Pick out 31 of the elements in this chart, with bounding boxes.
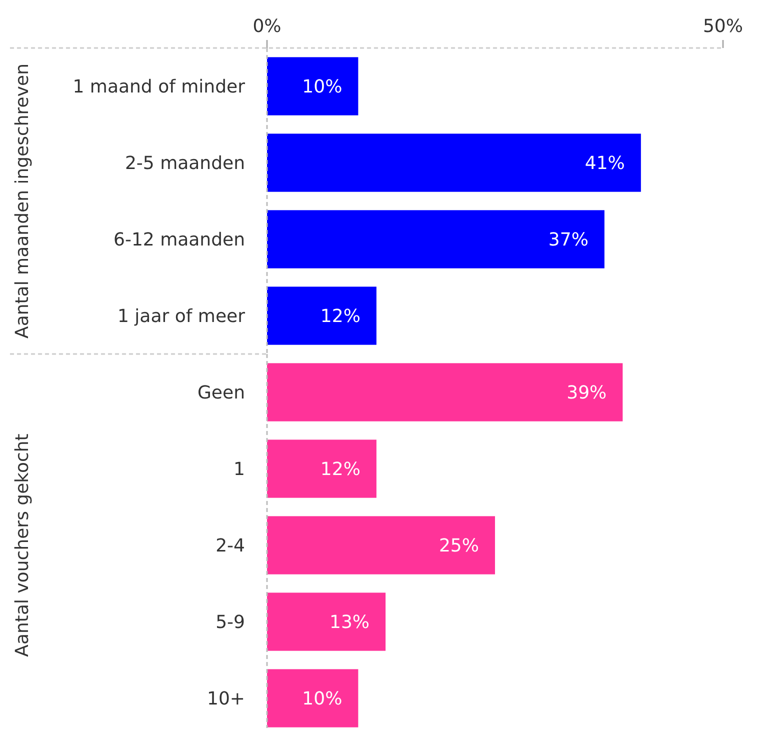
- data-label: 10%: [302, 76, 342, 98]
- bar: [267, 592, 386, 651]
- bar: [267, 516, 495, 574]
- data-label: 12%: [320, 459, 360, 480]
- data-label: 10%: [302, 688, 342, 710]
- bar: [267, 286, 376, 345]
- data-label: 12%: [320, 306, 360, 328]
- y-tick-label: 1 maand of minder: [72, 76, 246, 98]
- bar: [267, 363, 623, 422]
- y-tick-label: 10+: [207, 688, 245, 710]
- bar: [267, 440, 376, 498]
- y-tick-label: 6-12 maanden: [114, 230, 245, 251]
- data-label: 41%: [584, 153, 625, 174]
- y-axis-title: Aantal vouchers gekocht: [12, 434, 33, 657]
- y-tick-label: 5-9: [216, 612, 245, 634]
- bar: [267, 669, 358, 728]
- bar: [267, 210, 604, 268]
- x-tick-label: 0%: [252, 16, 282, 37]
- data-label: 39%: [566, 382, 607, 404]
- y-tick-label: Geen: [197, 382, 245, 404]
- bar: [267, 134, 641, 192]
- y-tick-label: 2-5 maanden: [124, 153, 245, 174]
- y-tick-label: 1: [234, 459, 245, 480]
- data-label: 37%: [548, 230, 588, 251]
- y-tick-label: 2-4: [216, 536, 245, 557]
- data-label: 13%: [330, 612, 370, 634]
- y-tick-label: 1 jaar of meer: [117, 306, 246, 328]
- y-axis-title: Aantal maanden ingeschreven: [12, 63, 33, 339]
- data-label: 25%: [438, 536, 479, 557]
- x-tick-label: 50%: [702, 16, 744, 37]
- bar: [267, 57, 358, 116]
